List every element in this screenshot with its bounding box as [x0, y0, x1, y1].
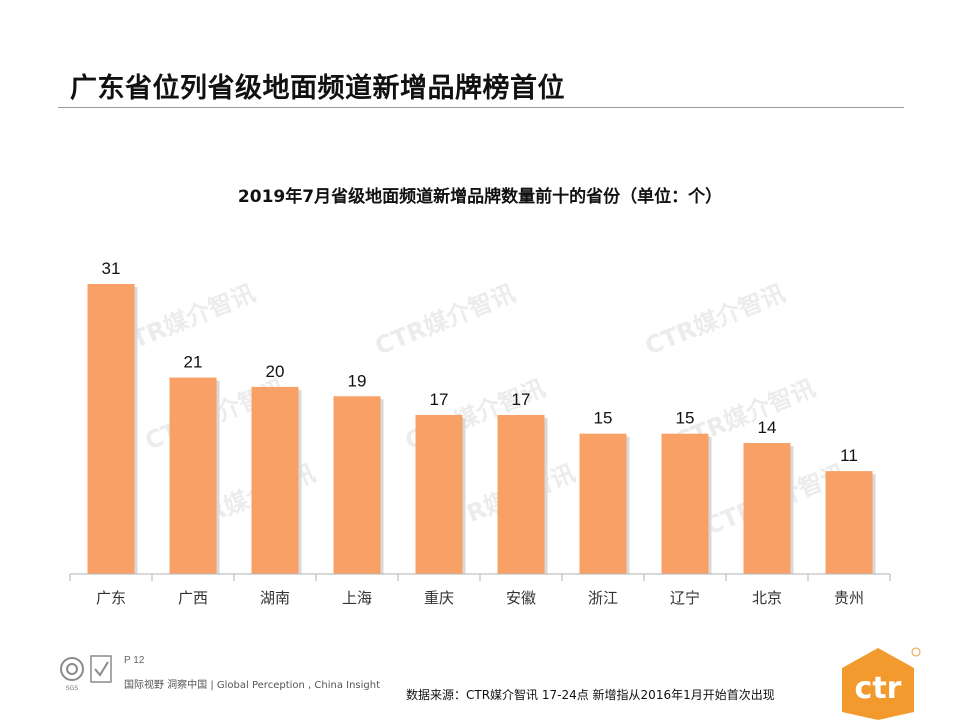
- x-tick-label: 辽宁: [670, 589, 700, 607]
- data-label: 17: [430, 390, 449, 409]
- data-label: 17: [512, 390, 531, 409]
- bar-1: [169, 377, 217, 574]
- page-number: P 12: [124, 655, 145, 666]
- certification-logos: SGS: [60, 655, 112, 692]
- ukas-badge-icon: [90, 655, 112, 683]
- source-note: 数据来源：CTR媒介智讯 17-24点 新增指从2016年1月开始首次出现: [406, 688, 775, 702]
- ctr-logo-text: ctr: [855, 671, 902, 706]
- bar-3: [333, 396, 381, 574]
- ctr-logo-icon: [842, 648, 914, 720]
- data-label: 21: [184, 353, 203, 372]
- ctr-logo: ctr: [842, 647, 921, 720]
- x-tick-label: 浙江: [588, 589, 618, 607]
- x-tick-label: 广东: [96, 589, 126, 607]
- x-tick-label: 广西: [178, 589, 208, 607]
- registered-mark-icon: [911, 647, 921, 657]
- x-tick-label: 上海: [342, 589, 372, 607]
- data-label: 19: [348, 371, 367, 390]
- certification-badge-icon: [60, 657, 84, 681]
- sgs-label: SGS: [66, 685, 78, 692]
- title-divider: [58, 107, 904, 108]
- slide-title: 广东省位列省级地面频道新增品牌榜首位: [70, 73, 565, 104]
- x-tick-label: 安徽: [506, 589, 536, 607]
- x-tick-label: 重庆: [424, 589, 454, 607]
- data-label: 31: [102, 259, 121, 278]
- data-label: 15: [594, 409, 613, 428]
- data-label: 11: [840, 446, 858, 465]
- x-tick-label: 贵州: [834, 589, 864, 607]
- bar-2: [251, 386, 299, 574]
- bar-8: [743, 443, 791, 574]
- chart-title: 2019年7月省级地面频道新增品牌数量前十的省份（单位：个）: [237, 187, 723, 207]
- bar-0: [87, 284, 135, 574]
- bar-6: [579, 433, 627, 574]
- data-label: 20: [266, 362, 285, 381]
- x-tick-label: 湖南: [260, 589, 290, 607]
- data-label: 14: [758, 418, 777, 437]
- bar-4: [415, 414, 463, 574]
- bar-7: [661, 433, 709, 574]
- bar-5: [497, 414, 545, 574]
- bar-9: [825, 471, 873, 574]
- tagline: 国际视野 洞察中国 | Global Perception , China In…: [124, 680, 381, 691]
- x-tick-label: 北京: [752, 589, 782, 607]
- data-label: 15: [676, 409, 695, 428]
